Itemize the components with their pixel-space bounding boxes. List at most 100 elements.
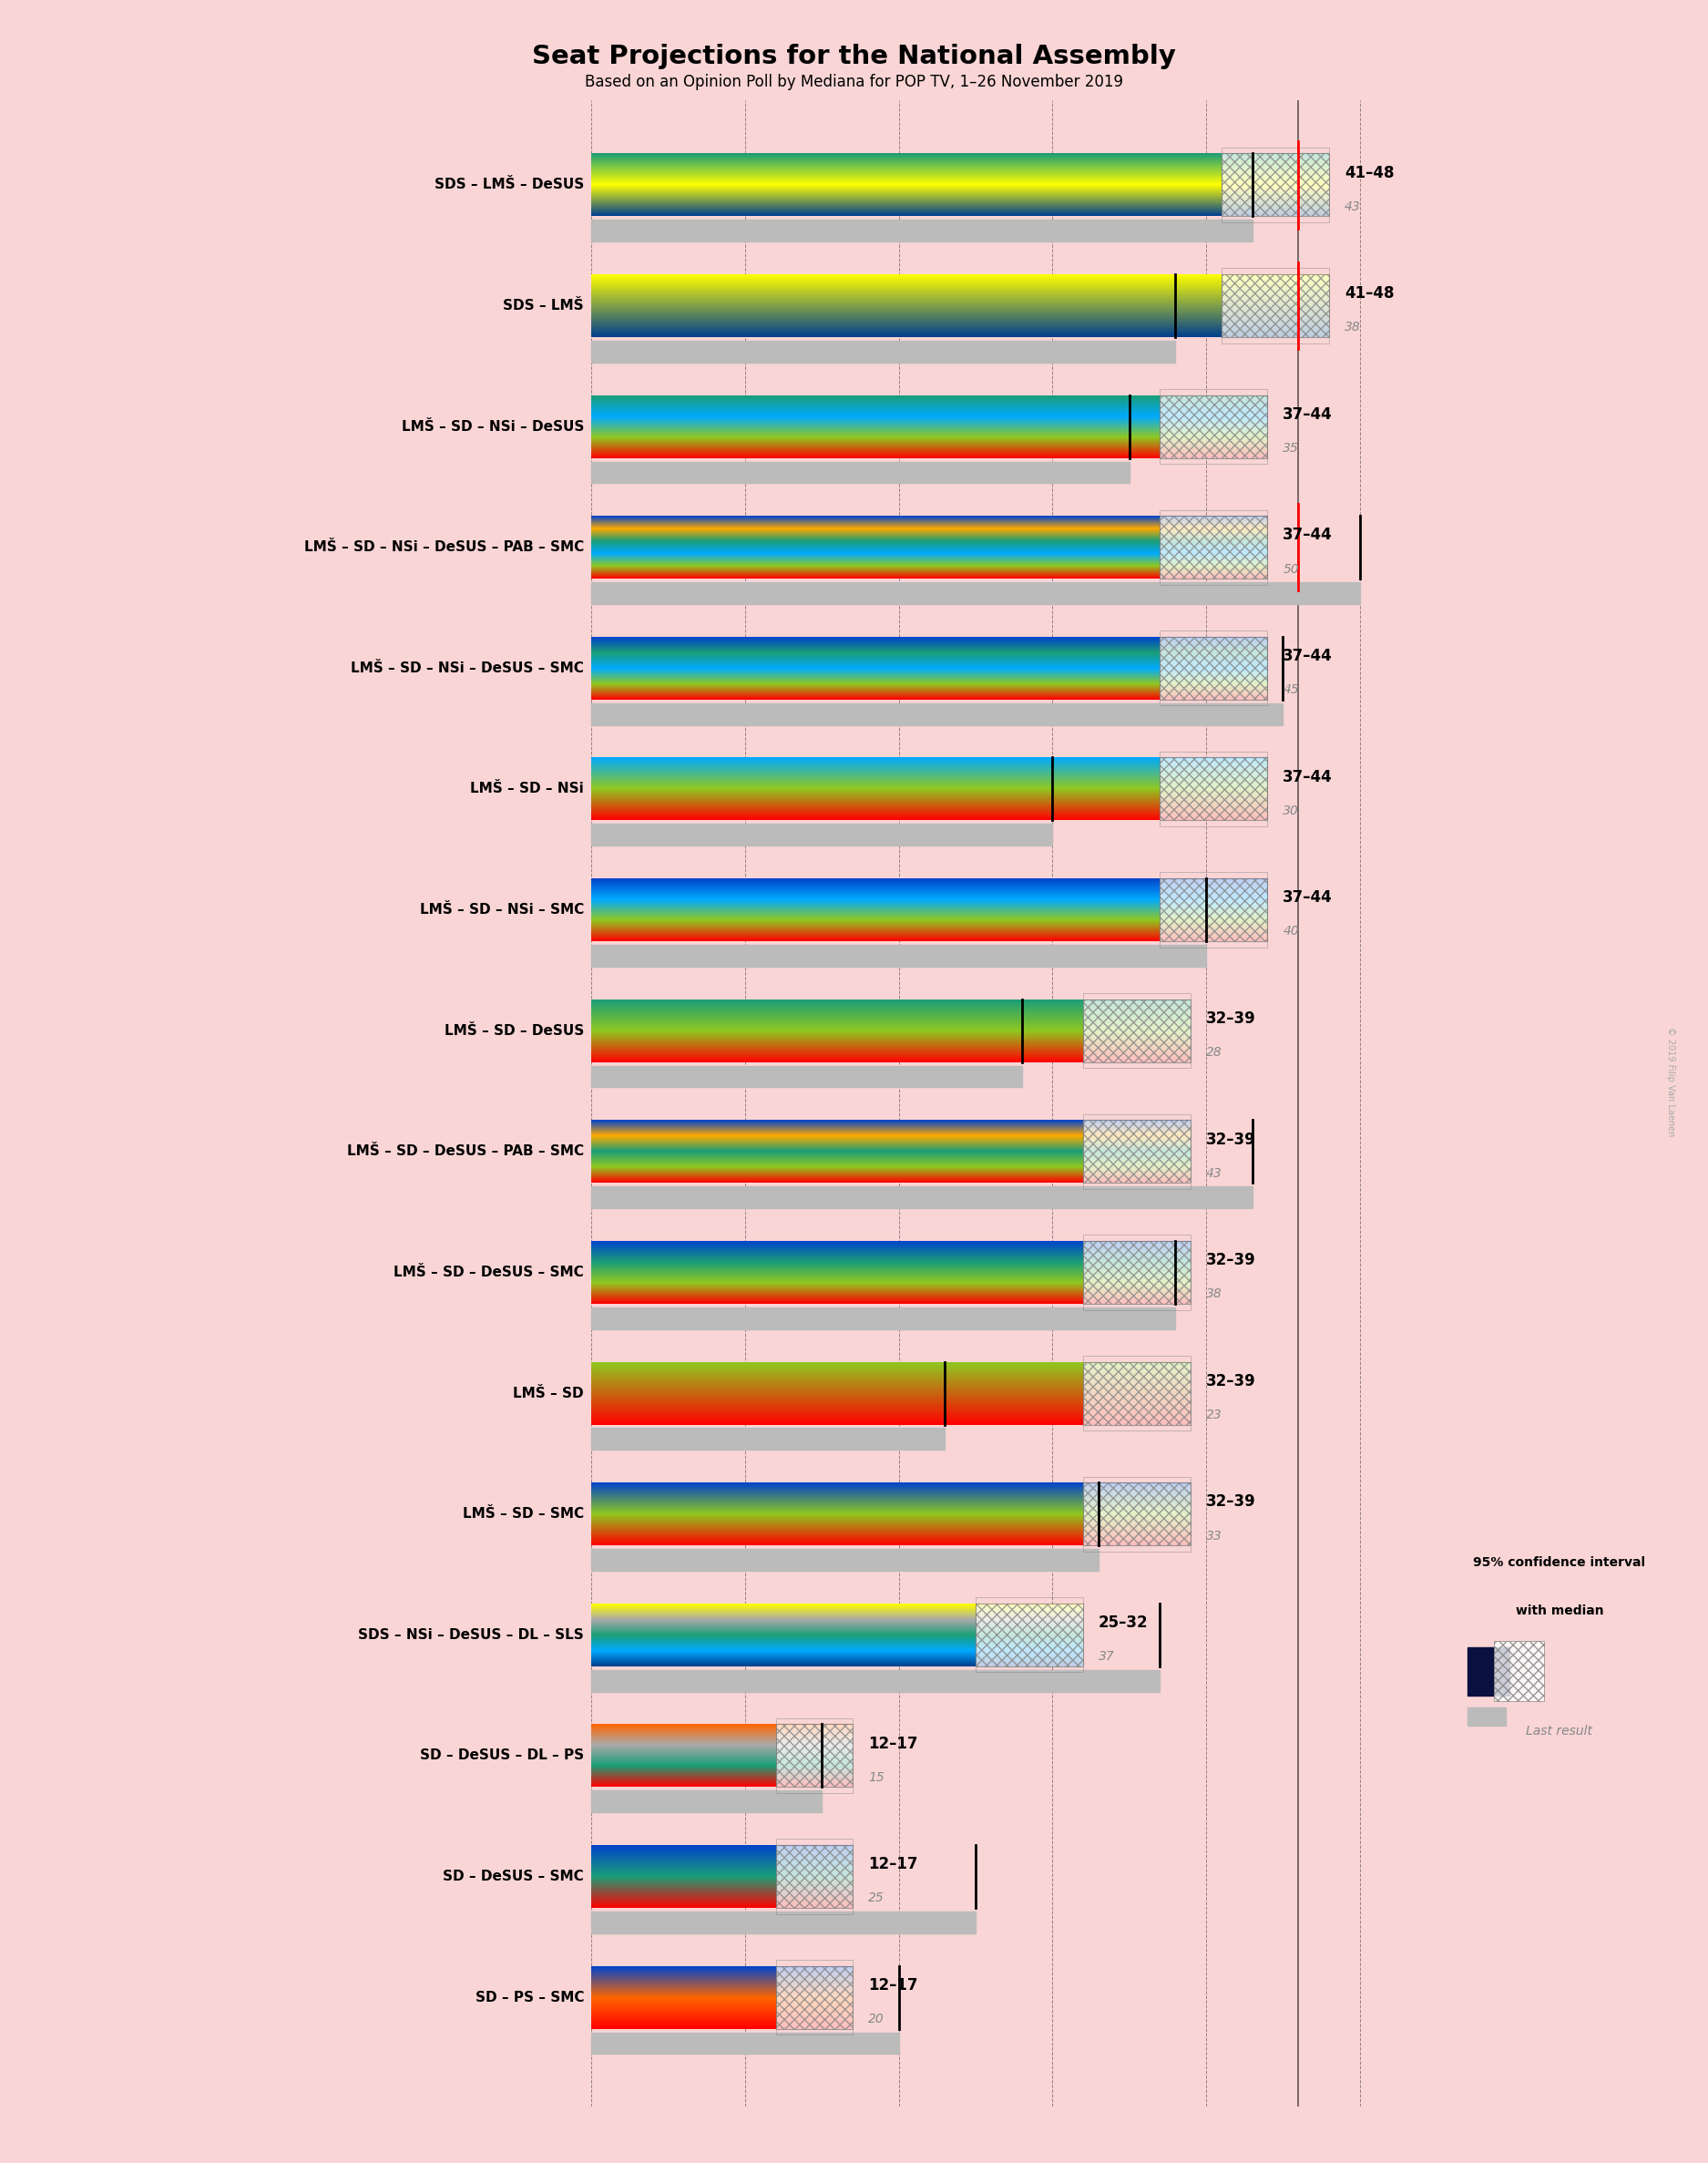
- Bar: [591, 2033, 898, 2055]
- Text: 40: 40: [1283, 926, 1300, 939]
- Text: LMŠ – SD – NSi – DeSUS – PAB – SMC: LMŠ – SD – NSi – DeSUS – PAB – SMC: [304, 541, 584, 554]
- Text: 12–17: 12–17: [868, 1977, 917, 1994]
- Bar: [1160, 510, 1267, 584]
- Bar: [591, 461, 1129, 482]
- Text: 15: 15: [868, 1771, 885, 1784]
- Bar: [591, 703, 1283, 725]
- Text: Last result: Last result: [1527, 1726, 1592, 1737]
- Text: 50: 50: [1283, 562, 1300, 575]
- Bar: [975, 1596, 1083, 1672]
- Text: 95% confidence interval: 95% confidence interval: [1474, 1555, 1645, 1568]
- Bar: [775, 1845, 852, 1908]
- Bar: [1221, 275, 1329, 337]
- Bar: [1160, 636, 1267, 699]
- Text: SDS – NSi – DeSUS – DL – SLS: SDS – NSi – DeSUS – DL – SLS: [359, 1629, 584, 1642]
- Bar: [1083, 1242, 1190, 1304]
- Bar: [591, 1549, 1098, 1570]
- Bar: [1160, 515, 1267, 580]
- Text: SD – DeSUS – DL – PS: SD – DeSUS – DL – PS: [420, 1750, 584, 1763]
- Bar: [975, 1603, 1083, 1666]
- Bar: [1083, 1477, 1190, 1551]
- Text: 32–39: 32–39: [1206, 1495, 1255, 1510]
- Bar: [1160, 757, 1267, 820]
- Text: LMŠ – SD – DeSUS – PAB – SMC: LMŠ – SD – DeSUS – PAB – SMC: [347, 1144, 584, 1159]
- Text: 45: 45: [1283, 684, 1300, 696]
- Text: 25: 25: [868, 1893, 885, 1906]
- Bar: [591, 1791, 822, 1813]
- Text: 43: 43: [1344, 201, 1361, 212]
- Text: 37–44: 37–44: [1283, 768, 1332, 785]
- Text: 37–44: 37–44: [1283, 649, 1332, 664]
- Bar: [591, 582, 1360, 603]
- Text: 32–39: 32–39: [1206, 1374, 1255, 1389]
- Text: 38: 38: [1206, 1287, 1223, 1300]
- Bar: [1221, 154, 1329, 216]
- Bar: [1221, 268, 1329, 344]
- Text: 37–44: 37–44: [1283, 889, 1332, 906]
- Bar: [591, 824, 1052, 846]
- Text: 25–32: 25–32: [1098, 1614, 1148, 1631]
- Text: 37–44: 37–44: [1283, 407, 1332, 422]
- Text: Seat Projections for the National Assembly: Seat Projections for the National Assemb…: [533, 43, 1175, 69]
- Bar: [591, 1670, 1160, 1691]
- Text: Based on an Opinion Poll by Mediana for POP TV, 1–26 November 2019: Based on an Opinion Poll by Mediana for …: [584, 74, 1124, 91]
- Text: SDS – LMŠ – DeSUS: SDS – LMŠ – DeSUS: [434, 177, 584, 193]
- Bar: [1467, 1646, 1510, 1696]
- Bar: [591, 1066, 1021, 1088]
- Bar: [1160, 878, 1267, 941]
- Bar: [591, 1187, 1252, 1209]
- Bar: [1083, 1363, 1190, 1425]
- Text: 37–44: 37–44: [1283, 528, 1332, 543]
- Bar: [1083, 1120, 1190, 1183]
- Bar: [775, 1966, 852, 2029]
- Bar: [1083, 1482, 1190, 1544]
- Bar: [591, 1428, 945, 1449]
- Bar: [1160, 389, 1267, 463]
- Text: 20: 20: [868, 2014, 885, 2025]
- Bar: [1160, 396, 1267, 459]
- Text: 35: 35: [1283, 441, 1300, 454]
- Bar: [1083, 1114, 1190, 1190]
- Text: 30: 30: [1283, 805, 1300, 818]
- Text: 33: 33: [1206, 1529, 1223, 1542]
- Text: © 2019 Filip Van Laenen: © 2019 Filip Van Laenen: [1665, 1027, 1676, 1136]
- Bar: [1221, 147, 1329, 223]
- Text: LMŠ – SD – SMC: LMŠ – SD – SMC: [463, 1508, 584, 1521]
- Text: LMŠ – SD – NSi – DeSUS – SMC: LMŠ – SD – NSi – DeSUS – SMC: [350, 662, 584, 675]
- Text: 12–17: 12–17: [868, 1856, 917, 1873]
- Text: 43: 43: [1206, 1166, 1223, 1179]
- Text: 32–39: 32–39: [1206, 1131, 1255, 1149]
- Text: LMŠ – SD: LMŠ – SD: [512, 1386, 584, 1399]
- Text: SDS – LMŠ: SDS – LMŠ: [504, 298, 584, 311]
- Text: SD – DeSUS – SMC: SD – DeSUS – SMC: [442, 1869, 584, 1884]
- Bar: [1083, 1356, 1190, 1430]
- Text: 32–39: 32–39: [1206, 1010, 1255, 1027]
- Text: 37: 37: [1098, 1650, 1115, 1663]
- Text: 41–48: 41–48: [1344, 286, 1394, 301]
- Text: LMŠ – SD – DeSUS: LMŠ – SD – DeSUS: [444, 1023, 584, 1038]
- Text: 12–17: 12–17: [868, 1735, 917, 1752]
- Bar: [775, 1839, 852, 1914]
- Text: LMŠ – SD – NSi – SMC: LMŠ – SD – NSi – SMC: [420, 902, 584, 917]
- Bar: [591, 945, 1206, 967]
- Bar: [1083, 999, 1190, 1062]
- Text: with median: with median: [1515, 1605, 1604, 1618]
- Text: 28: 28: [1206, 1047, 1223, 1058]
- Text: LMŠ – SD – DeSUS – SMC: LMŠ – SD – DeSUS – SMC: [395, 1265, 584, 1278]
- Text: SD – PS – SMC: SD – PS – SMC: [475, 1990, 584, 2005]
- Bar: [1083, 993, 1190, 1069]
- Bar: [1467, 1707, 1506, 1726]
- Bar: [775, 1960, 852, 2035]
- Bar: [1083, 1235, 1190, 1311]
- Bar: [775, 1724, 852, 1787]
- Bar: [591, 340, 1175, 363]
- Text: 23: 23: [1206, 1408, 1223, 1421]
- Text: 32–39: 32–39: [1206, 1252, 1255, 1268]
- Text: LMŠ – SD – NSi – DeSUS: LMŠ – SD – NSi – DeSUS: [401, 420, 584, 433]
- Bar: [1160, 632, 1267, 705]
- Bar: [775, 1717, 852, 1793]
- Bar: [591, 221, 1252, 242]
- Bar: [1494, 1642, 1544, 1702]
- Bar: [591, 1912, 975, 1934]
- Text: 38: 38: [1344, 320, 1361, 333]
